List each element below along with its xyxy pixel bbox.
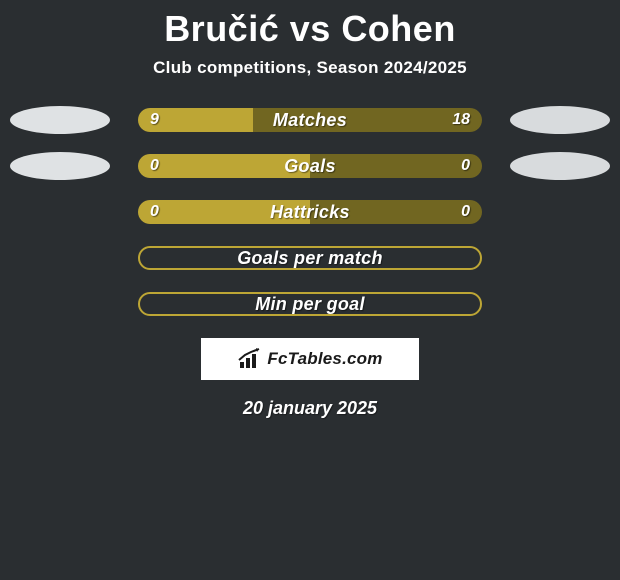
stat-bar: Hattricks0 0 [138, 200, 482, 224]
player-a-oval [10, 152, 110, 180]
stat-value-left: 0 [150, 200, 159, 224]
stat-row: Goals per match [0, 246, 620, 270]
logo-box: FcTables.com [201, 338, 419, 380]
stat-row: Goals0 0 [0, 154, 620, 178]
stat-bar: Matches9 18 [138, 108, 482, 132]
player-a-name: Bručić [164, 8, 279, 49]
vs-separator: vs [290, 8, 331, 49]
comparison-rows: Matches918Goals00Hattricks00Goals per ma… [0, 108, 620, 316]
player-b-name: Cohen [341, 8, 456, 49]
stat-value-right: 18 [452, 108, 470, 132]
stat-row: Hattricks0 0 [0, 200, 620, 224]
stat-value-left: 0 [150, 154, 159, 178]
stat-label: Hattricks [138, 200, 482, 224]
stat-label: Goals [138, 154, 482, 178]
stat-row: Min per goal [0, 292, 620, 316]
stat-value-right: 0 [461, 154, 470, 178]
stat-label: Matches [138, 108, 482, 132]
player-a-oval [10, 106, 110, 134]
player-b-oval [510, 106, 610, 134]
stat-bar: Min per goal [138, 292, 482, 316]
page-title: Bručić vs Cohen [0, 0, 620, 50]
player-b-oval [510, 152, 610, 180]
subtitle: Club competitions, Season 2024/2025 [0, 58, 620, 78]
stat-value-right: 0 [461, 200, 470, 224]
date-label: 20 january 2025 [0, 398, 620, 419]
stat-bar: Goals0 0 [138, 154, 482, 178]
logo-text: FcTables.com [267, 349, 382, 369]
chart-icon [237, 348, 263, 370]
stat-label: Goals per match [140, 248, 480, 268]
stat-value-left: 9 [150, 108, 159, 132]
stat-row: Matches9 18 [0, 108, 620, 132]
stat-bar: Goals per match [138, 246, 482, 270]
stat-label: Min per goal [140, 294, 480, 314]
